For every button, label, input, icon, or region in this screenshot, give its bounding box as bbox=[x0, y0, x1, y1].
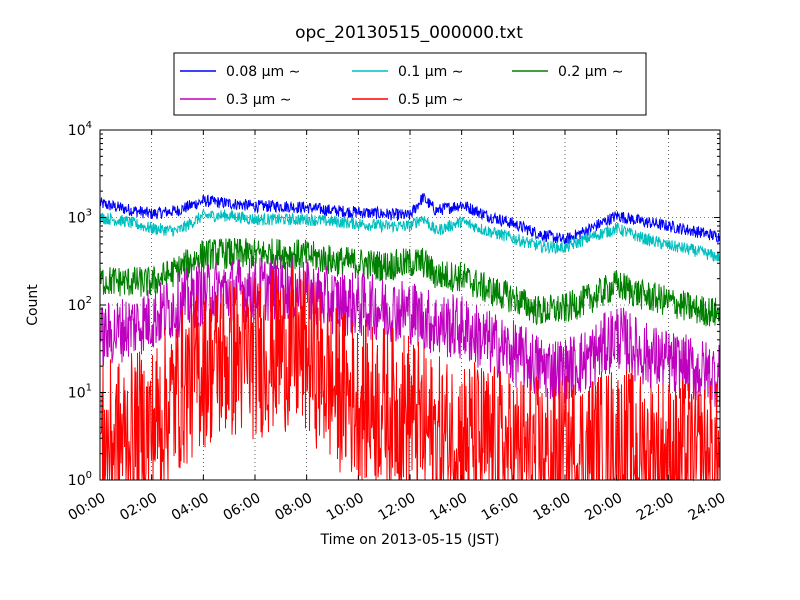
x-tick-label: 00:00 bbox=[66, 490, 109, 524]
chart-title: opc_20130515_000000.txt bbox=[295, 23, 523, 43]
y-tick-label: 100 bbox=[68, 470, 92, 489]
x-tick-label: 08:00 bbox=[272, 490, 315, 524]
x-tick-label: 16:00 bbox=[479, 490, 522, 524]
x-tick-label: 02:00 bbox=[117, 490, 160, 524]
y-tick-label: 103 bbox=[68, 208, 92, 227]
x-tick-label: 12:00 bbox=[376, 490, 419, 524]
legend-entry: 0.2 μm ∼ bbox=[558, 64, 623, 80]
series-line bbox=[99, 193, 721, 246]
y-tick-label: 101 bbox=[68, 383, 92, 402]
x-tick-label: 06:00 bbox=[221, 490, 264, 524]
plot-series bbox=[99, 193, 721, 482]
legend-entry: 0.3 μm ∼ bbox=[226, 92, 291, 108]
x-tick-label: 14:00 bbox=[427, 490, 470, 524]
x-tick-label: 22:00 bbox=[634, 490, 677, 524]
legend-box bbox=[173, 52, 647, 116]
legend-entry: 0.1 μm ∼ bbox=[398, 64, 463, 80]
legend-entry: 0.5 μm ∼ bbox=[398, 92, 463, 108]
legend-entry: 0.08 μm ∼ bbox=[226, 64, 300, 80]
y-axis-label: Count bbox=[25, 284, 41, 326]
series-line bbox=[99, 237, 721, 329]
x-tick-label: 18:00 bbox=[531, 490, 574, 524]
x-tick-label: 20:00 bbox=[582, 490, 625, 524]
y-tick-label: 102 bbox=[68, 295, 92, 314]
x-tick-label: 04:00 bbox=[169, 490, 212, 524]
series-line bbox=[100, 207, 721, 262]
x-axis-label: Time on 2013-05-15 (JST) bbox=[320, 532, 500, 548]
x-tick-label: 10:00 bbox=[324, 490, 367, 524]
legend: 0.08 μm ∼ 0.1 μm ∼ 0.2 μm ∼ 0.3 μm ∼ 0.5 μm … bbox=[173, 52, 647, 116]
series-line bbox=[99, 254, 721, 407]
x-tick-label: 24:00 bbox=[686, 490, 729, 524]
y-tick-label: 104 bbox=[68, 120, 92, 139]
